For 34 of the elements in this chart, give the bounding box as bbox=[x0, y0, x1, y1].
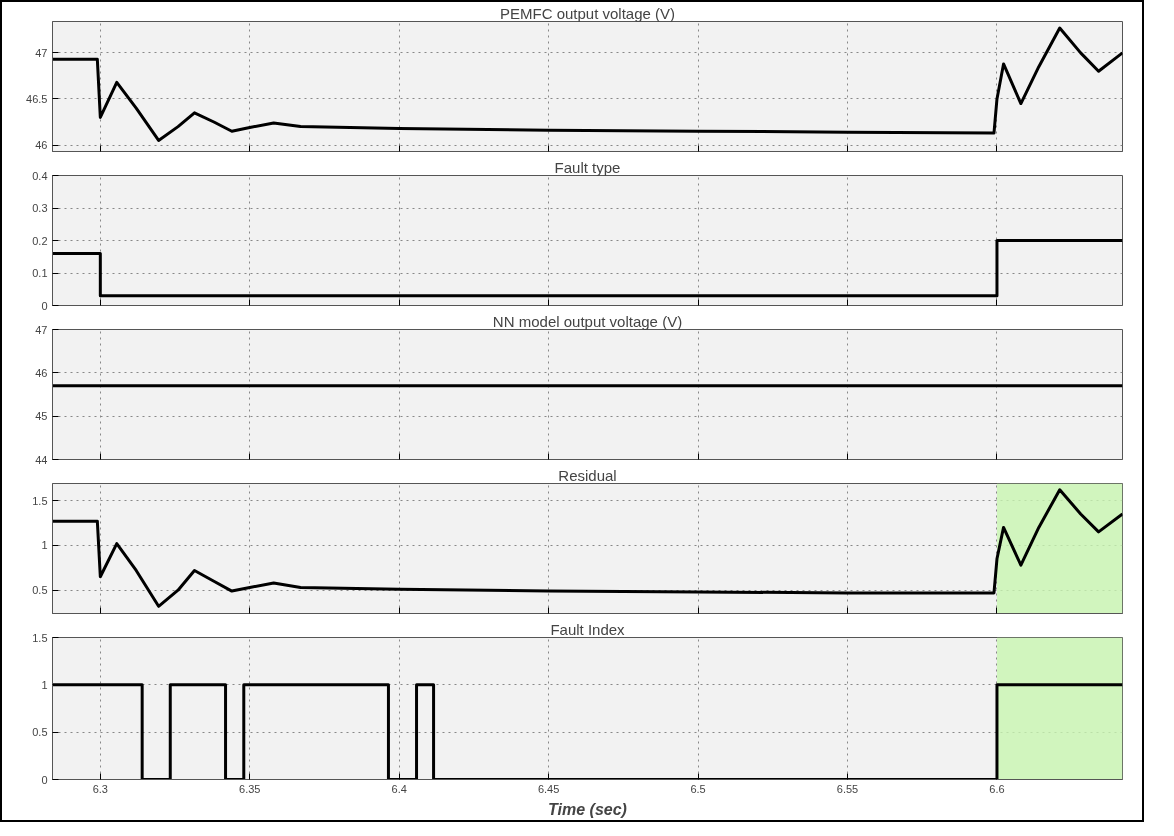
x-axis-title: Time (sec) bbox=[548, 800, 627, 818]
y-tick-label: 0.4 bbox=[32, 169, 48, 182]
x-tick-label: 6.6 bbox=[989, 782, 1005, 795]
x-tick-label: 6.4 bbox=[391, 782, 407, 795]
x-tick-label: 6.55 bbox=[836, 782, 859, 795]
y-tick-label: 0.2 bbox=[32, 234, 48, 247]
x-tick-label: 6.5 bbox=[690, 782, 706, 795]
y-tick-label: 0.3 bbox=[32, 202, 48, 214]
chart-title: Fault Index bbox=[550, 620, 626, 638]
x-tick-label: 6.35 bbox=[239, 782, 261, 795]
chart-title: PEMFC output voltage (V) bbox=[499, 4, 676, 22]
chart-title: Residual bbox=[558, 466, 617, 484]
y-tick-label: 0.1 bbox=[32, 267, 48, 279]
y-tick-label: 46.5 bbox=[26, 92, 48, 105]
y-tick-label: 0.5 bbox=[32, 584, 48, 597]
x-tick-label: 6.45 bbox=[537, 782, 560, 795]
y-tick-label: 1 bbox=[41, 539, 48, 552]
x-tick-label: 6.3 bbox=[92, 782, 108, 795]
chart-title: NN model output voltage (V) bbox=[492, 312, 683, 330]
y-tick-label: 46 bbox=[35, 139, 48, 152]
line-series bbox=[52, 26, 1123, 142]
y-tick-label: 0.5 bbox=[32, 726, 48, 739]
y-tick-label: 1.5 bbox=[32, 631, 48, 644]
y-tick-label: 46 bbox=[35, 366, 48, 379]
y-tick-label: 1 bbox=[41, 678, 48, 691]
chart-title: Fault type bbox=[554, 158, 621, 176]
line-series bbox=[52, 488, 1123, 608]
y-tick-label: 45 bbox=[35, 410, 48, 423]
y-tick-label: 44 bbox=[35, 453, 48, 466]
y-tick-label: 47 bbox=[35, 46, 48, 59]
y-tick-label: 0 bbox=[41, 773, 48, 786]
y-tick-label: 1.5 bbox=[32, 494, 48, 507]
y-tick-label: 47 bbox=[35, 323, 48, 336]
y-tick-label: 0 bbox=[41, 299, 48, 312]
